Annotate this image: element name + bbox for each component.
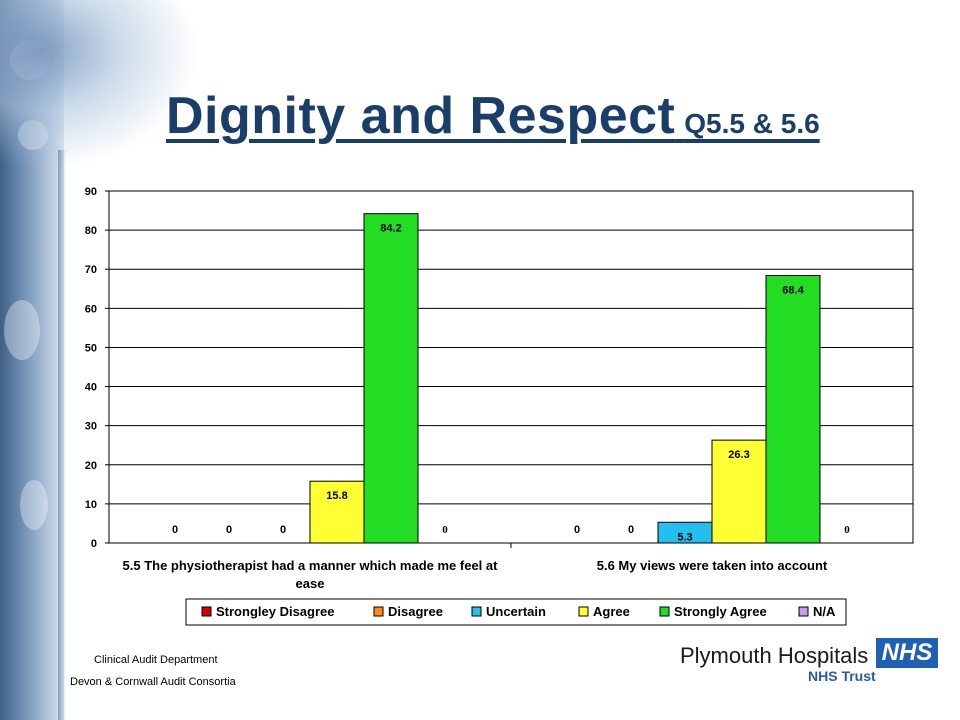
logo-sub: NHS Trust <box>808 668 876 684</box>
bar <box>711 439 767 544</box>
x-category-label: 5.5 The physiotherapist had a manner whi… <box>123 558 499 573</box>
data-label: 15.8 <box>326 490 347 502</box>
legend-label: Uncertain <box>486 604 546 619</box>
nhs-logo: NHS <box>876 638 938 668</box>
side-edge-decoration <box>58 150 66 720</box>
x-category-label: 5.6 My views were taken into account <box>597 558 828 573</box>
footer-department: Clinical Audit Department <box>94 654 218 666</box>
y-tick-label: 40 <box>85 382 97 394</box>
x-category-label: ease <box>296 576 325 591</box>
legend-swatch <box>471 606 482 617</box>
footer-consortia: Devon & Cornwall Audit Consortia <box>70 676 236 688</box>
y-tick-label: 10 <box>85 499 97 511</box>
logo-name: Plymouth Hospitals <box>680 643 869 668</box>
title-sub: Q5.5 & 5.6 <box>684 108 820 139</box>
legend-label: Disagree <box>388 604 443 619</box>
y-tick-label: 70 <box>85 264 97 276</box>
data-label: 0 <box>280 524 286 536</box>
bar <box>363 213 419 544</box>
legend-swatch <box>798 606 809 617</box>
y-tick-label: 20 <box>85 460 97 472</box>
y-tick-label: 50 <box>85 342 97 354</box>
y-tick-label: 60 <box>85 303 97 315</box>
data-label: 0 <box>574 524 580 536</box>
data-label: 0 <box>226 524 232 536</box>
legend-label: N/A <box>813 604 836 619</box>
legend-swatch <box>373 606 384 617</box>
legend-swatch <box>201 606 212 617</box>
y-tick-label: 0 <box>91 538 97 550</box>
y-tick-label: 80 <box>85 225 97 237</box>
y-tick-label: 90 <box>85 186 97 198</box>
data-label: 0 <box>844 524 850 536</box>
title-main: Dignity and Respect <box>166 87 676 145</box>
data-label: 0 <box>442 524 448 536</box>
header-photo-decoration <box>0 0 200 170</box>
data-label: 0 <box>628 524 634 536</box>
legend-label: Agree <box>593 604 630 619</box>
data-label: 68.4 <box>782 284 804 296</box>
legend-label: Strongley Disagree <box>216 604 335 619</box>
legend-box <box>185 598 847 626</box>
data-label: 0 <box>172 524 178 536</box>
page-title: Dignity and Respect Q5.5 & 5.6 <box>166 86 820 146</box>
legend-swatch <box>659 606 670 617</box>
data-label: 5.3 <box>677 531 692 543</box>
legend-label: Strongly Agree <box>674 604 767 619</box>
y-tick-label: 30 <box>85 421 97 433</box>
data-label: 26.3 <box>728 449 749 461</box>
data-label: 84.2 <box>380 223 401 235</box>
bar <box>765 274 821 544</box>
legend-swatch <box>578 606 589 617</box>
